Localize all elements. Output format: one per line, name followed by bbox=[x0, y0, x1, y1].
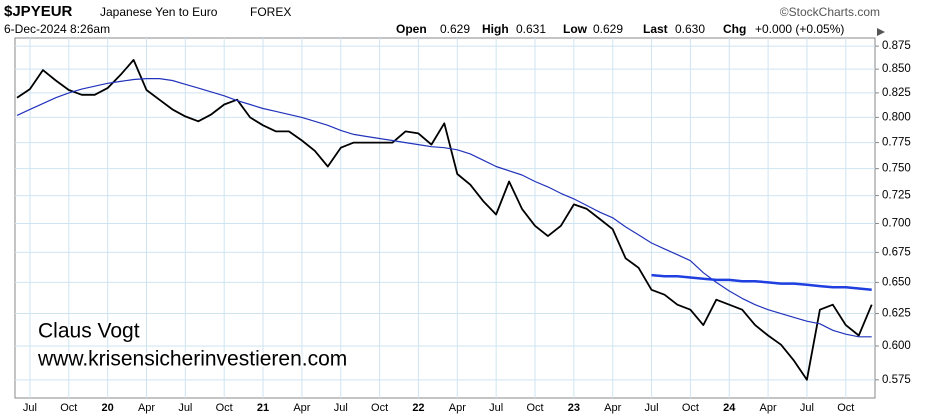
series-line bbox=[16, 59, 873, 381]
x-tick-label: Oct bbox=[371, 402, 388, 414]
y-tick-label: 0.850 bbox=[882, 63, 911, 75]
date: 6-Dec-2024 8:26am bbox=[4, 22, 110, 36]
x-tick-label: Jul bbox=[334, 402, 348, 414]
x-tick-label: Oct bbox=[60, 402, 77, 414]
x-tick-label: 20 bbox=[102, 402, 114, 414]
quote-label: Chg bbox=[723, 22, 746, 36]
x-tick-label: Oct bbox=[526, 402, 543, 414]
y-tick-label: 0.600 bbox=[882, 340, 911, 352]
exchange: FOREX bbox=[250, 5, 291, 19]
series-line bbox=[651, 273, 872, 292]
x-tick-label: Apr bbox=[604, 402, 621, 414]
x-tick-label: Apr bbox=[138, 402, 155, 414]
x-tick-label: Jul bbox=[178, 402, 192, 414]
x-tick-label: Jul bbox=[23, 402, 37, 414]
x-tick-label: Jul bbox=[489, 402, 503, 414]
x-tick-label: Oct bbox=[837, 402, 854, 414]
y-tick-label: 0.575 bbox=[882, 374, 911, 386]
quote-label: Open bbox=[396, 22, 427, 36]
quote-value: 0.629 bbox=[440, 22, 470, 36]
y-tick-label: 0.750 bbox=[882, 163, 911, 175]
x-tick-label: Apr bbox=[293, 402, 310, 414]
plot-frame bbox=[14, 37, 876, 399]
chart-subtitle: Japanese Yen to Euro bbox=[100, 5, 218, 19]
quote-value: 0.629 bbox=[593, 22, 623, 36]
x-tick-label: Apr bbox=[449, 402, 466, 414]
x-tick-label: Jul bbox=[645, 402, 659, 414]
quote-label: High bbox=[482, 22, 509, 36]
annotation: www.krisensicherinvestieren.com bbox=[37, 348, 347, 371]
annotation: Claus Vogt bbox=[38, 320, 140, 343]
x-tick-label: Jul bbox=[800, 402, 814, 414]
y-tick-label: 0.800 bbox=[882, 111, 911, 123]
quote-value: 0.631 bbox=[516, 22, 546, 36]
source: ©StockCharts.com bbox=[780, 5, 880, 19]
x-tick-label: Oct bbox=[682, 402, 699, 414]
x-tick-label: Oct bbox=[216, 402, 233, 414]
y-tick-label: 0.875 bbox=[882, 40, 911, 52]
y-tick-label: 0.775 bbox=[882, 137, 911, 149]
quote-label: Low bbox=[563, 22, 588, 36]
quote-value: +0.000 (+0.05%) bbox=[755, 22, 844, 36]
y-tick-label: 0.675 bbox=[882, 246, 911, 258]
y-tick-label: 0.625 bbox=[882, 308, 911, 320]
y-tick-label: 0.725 bbox=[882, 190, 911, 202]
y-tick-label: 0.650 bbox=[882, 276, 911, 288]
x-tick-label: 22 bbox=[412, 402, 424, 414]
chart-title: $JPYEUR bbox=[4, 3, 73, 20]
x-tick-label: 23 bbox=[568, 402, 580, 414]
x-tick-label: 24 bbox=[723, 402, 736, 414]
arrow-icon bbox=[877, 28, 885, 36]
x-tick-label: Apr bbox=[760, 402, 777, 414]
y-tick-label: 0.700 bbox=[882, 218, 911, 230]
quote-label: Last bbox=[643, 22, 668, 36]
y-tick-label: 0.825 bbox=[882, 87, 911, 99]
series-line bbox=[16, 78, 872, 338]
quote-value: 0.630 bbox=[675, 22, 705, 36]
x-tick-label: 21 bbox=[257, 402, 269, 414]
